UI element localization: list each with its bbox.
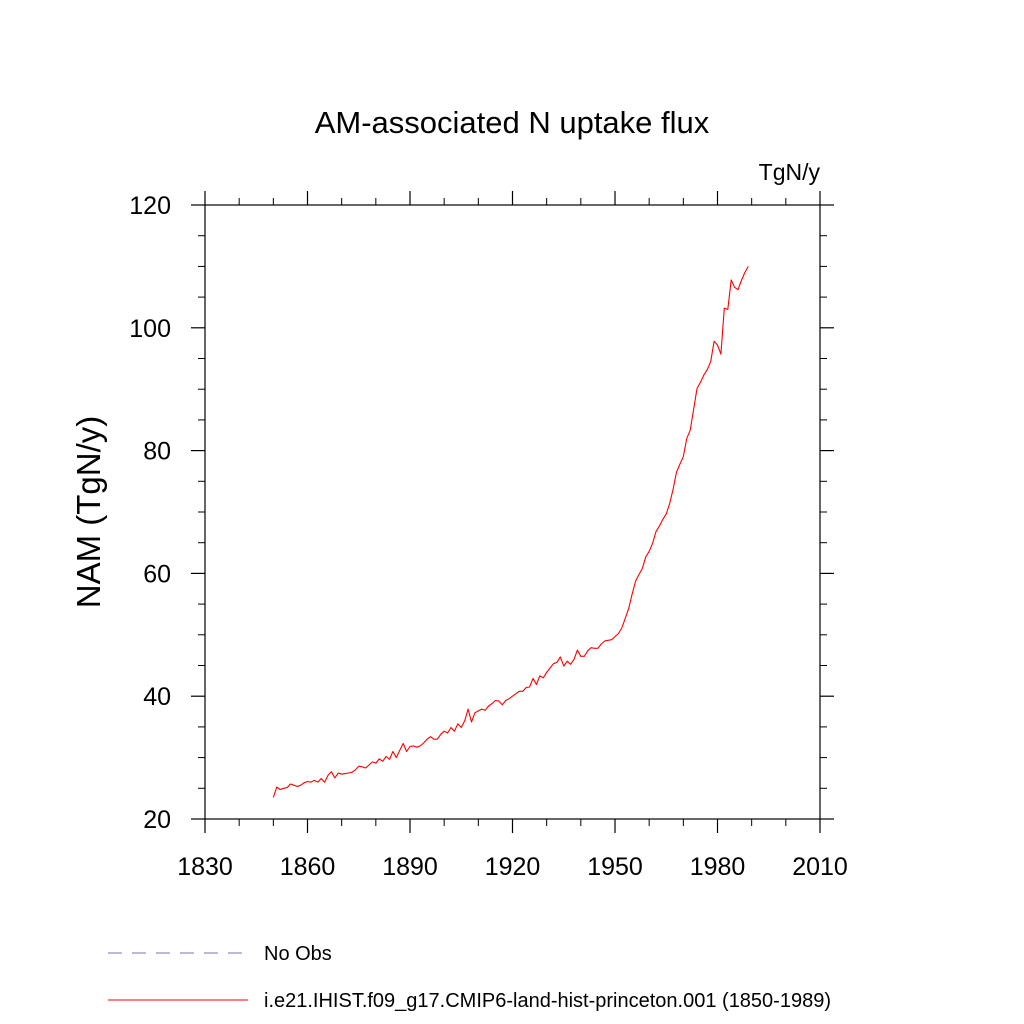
- series: [272, 266, 749, 798]
- ticks: [191, 191, 834, 833]
- y-tick-label: 120: [129, 192, 171, 220]
- plot-frame: [204, 204, 821, 820]
- x-tick-label: 1980: [690, 853, 746, 881]
- x-tick-label: 1860: [280, 853, 336, 881]
- chart-title: AM-associated N uptake flux: [315, 105, 710, 140]
- legend-label-model-run: i.e21.IHIST.f09_g17.CMIP6-land-hist-prin…: [264, 990, 831, 1012]
- x-tick-label: 1830: [177, 853, 233, 881]
- x-tick-label: 1890: [382, 853, 438, 881]
- axes: [204, 204, 821, 820]
- y-axis-label: NAM (TgN/y): [70, 416, 107, 609]
- legend: No Obs i.e21.IHIST.f09_g17.CMIP6-land-hi…: [108, 943, 831, 1012]
- x-tick-label: 2010: [792, 853, 848, 881]
- x-tick-label: 1950: [587, 853, 643, 881]
- x-tick-label: 1920: [485, 853, 541, 881]
- y-tick-label: 60: [143, 560, 171, 588]
- y-tick-label: 100: [129, 315, 171, 343]
- tick-labels: 1830 1860 1890 1920 1950 1980 2010204060801001…: [129, 192, 848, 881]
- y-tick-label: 20: [143, 806, 171, 834]
- y-tick-label: 40: [143, 683, 171, 711]
- units-label: TgN/y: [759, 159, 821, 185]
- y-tick-label: 80: [143, 438, 171, 466]
- legend-label-no-obs: No Obs: [264, 943, 332, 965]
- series-line-0: [272, 266, 749, 798]
